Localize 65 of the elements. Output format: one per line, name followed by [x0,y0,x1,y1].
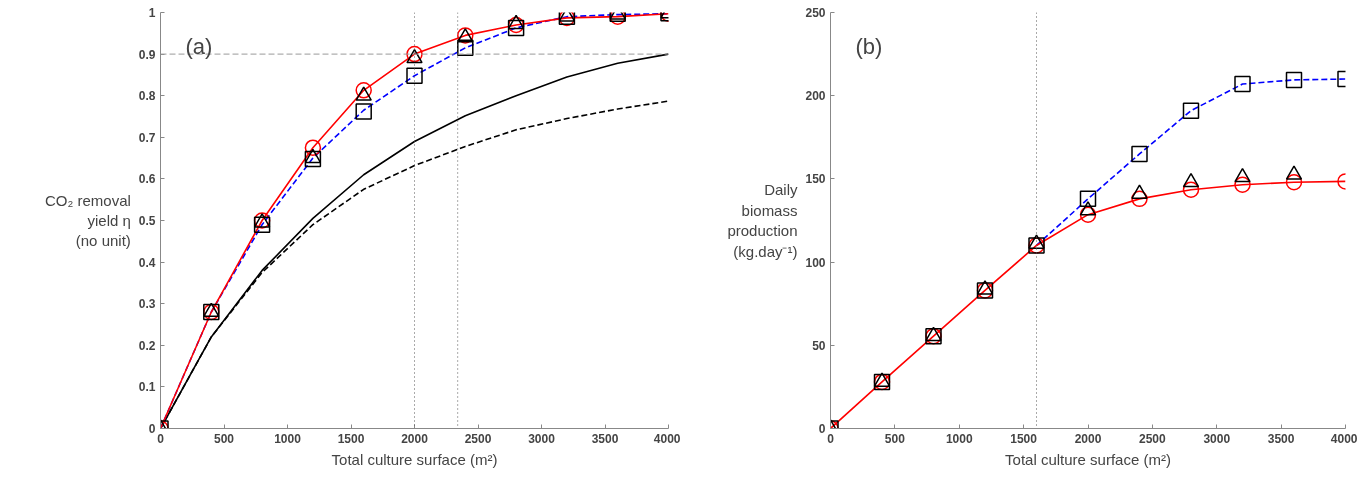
point [1131,184,1148,199]
x-axis-title: Total culture surface (m²) [1005,450,1171,468]
point [1285,173,1303,191]
x-axis-title: Total culture surface (m²) [331,450,498,468]
x-tick-label: 3500 [591,431,619,446]
y-tick-label: 0.7 [138,130,156,145]
point [1079,206,1097,223]
y-tick-label: 0.5 [138,214,156,228]
y-axis-title: Daily biomass production (kg.day⁻¹) [727,181,798,260]
point [253,216,271,233]
y-tick-label: 0.4 [138,255,156,270]
point [976,280,994,295]
y-tick-label: 250 [805,6,826,20]
x-tick-label: 2000 [1074,431,1102,446]
x-tick-label: 3000 [1203,431,1231,446]
point [1079,190,1097,208]
y-tick-label: 100 [805,255,826,270]
point [1182,181,1200,198]
y-axis-title: CO₂ removal yield η (no unit) [44,191,131,250]
x-tick-label: 3000 [528,431,556,446]
y-tick-label: 0 [818,422,826,436]
x-tick-label: 2500 [1139,431,1167,446]
point [406,67,423,84]
y-tick-label: 150 [805,172,826,187]
point [304,139,322,156]
x-tick-label: 1500 [1010,431,1038,446]
y-tick-label: 0.9 [138,47,156,62]
x-tick-label: 2000 [401,431,429,446]
annotation: (a) [185,33,213,59]
point [1285,71,1303,89]
point [457,39,474,57]
x-tick-label: 4000 [653,431,681,446]
point [304,150,322,168]
y-tick-label: 0.1 [138,380,156,395]
x-tick-label: 1000 [945,431,973,446]
y-tick-label: 0.2 [138,338,156,353]
point [355,103,372,120]
point [1131,145,1148,163]
point [1131,190,1148,208]
x-tick-label: 1000 [274,431,302,446]
y-tick-label: 0 [148,422,156,436]
x-tick-label: 500 [213,431,235,446]
point [1079,201,1097,216]
y-tick-label: 1 [148,6,156,20]
x-tick-label: 3500 [1267,431,1295,446]
point [1234,75,1251,93]
point [1234,176,1251,193]
x-tick-label: 1500 [337,431,365,446]
point [304,148,322,164]
y-tick-label: 200 [805,89,826,104]
point [1285,165,1303,180]
y-tick-label: 0.3 [138,297,156,312]
x-tick-label: 500 [884,431,906,446]
point [873,372,891,387]
point [1234,167,1251,183]
annotation: (b) [855,33,883,59]
point [1182,102,1200,119]
y-tick-label: 0.6 [138,172,156,187]
y-tick-label: 0.8 [138,89,156,104]
point [355,82,372,99]
x-tick-label: 4000 [1330,431,1357,446]
x-tick-label: 2500 [464,431,492,446]
y-tick-label: 50 [812,338,826,353]
point [1028,234,1045,249]
point [1182,172,1200,188]
